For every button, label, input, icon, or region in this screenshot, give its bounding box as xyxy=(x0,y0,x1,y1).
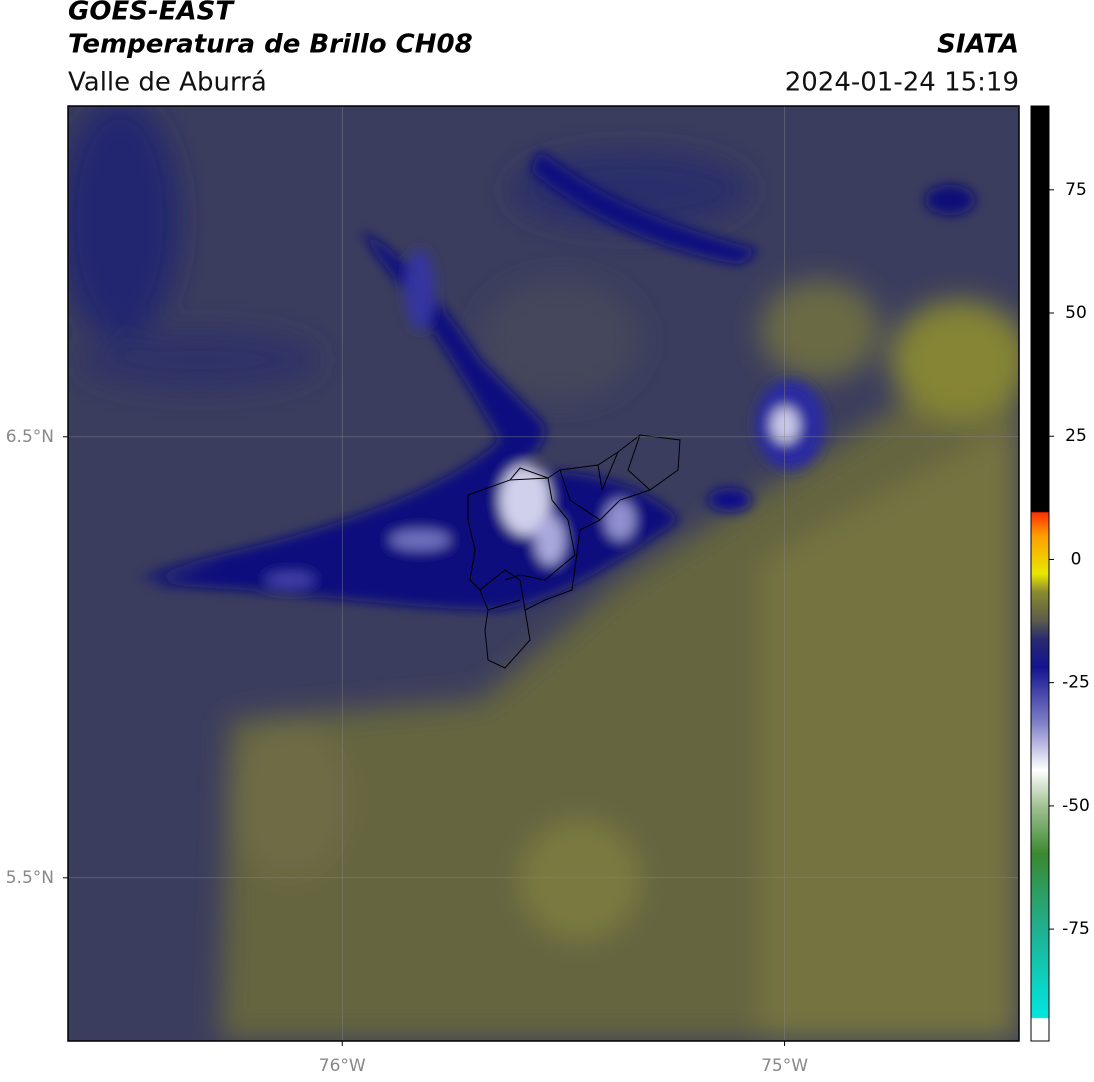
colorbar xyxy=(1030,105,1050,1042)
graticule xyxy=(68,106,1019,1041)
map-field xyxy=(68,106,1019,1041)
region: Valle de Aburrá xyxy=(68,68,267,98)
colorbar-tick-label: 75 xyxy=(1065,180,1087,200)
datetime: 2024-01-24 15:19 xyxy=(785,68,1019,98)
x-tick-label: 75°W xyxy=(761,1056,808,1076)
y-tick-label: 5.5°N xyxy=(6,868,54,888)
source: SIATA xyxy=(937,30,1019,60)
colorbar-tick-label: -75 xyxy=(1062,919,1090,939)
y-tick-label: 6.5°N xyxy=(6,427,54,447)
municipal-boundaries xyxy=(467,434,681,669)
colorbar-tick-label: -50 xyxy=(1062,796,1090,816)
subtitle: Temperatura de Brillo CH08 xyxy=(68,30,473,60)
x-tick-label: 76°W xyxy=(319,1056,366,1076)
colorbar-tick-label: -25 xyxy=(1062,673,1090,693)
colorbar-tick-label: 0 xyxy=(1071,549,1082,569)
colorbar-tick-label: 25 xyxy=(1065,426,1087,446)
title: GOES-EAST xyxy=(68,0,235,27)
map-frame xyxy=(67,105,1020,1042)
colorbar-tick-label: 50 xyxy=(1065,303,1087,323)
